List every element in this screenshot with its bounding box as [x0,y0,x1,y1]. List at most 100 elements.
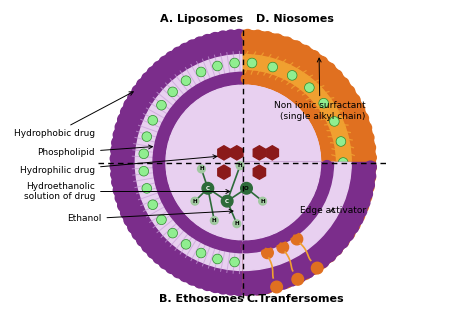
Circle shape [305,208,315,218]
Circle shape [305,107,315,117]
Circle shape [353,103,365,115]
Text: Edge activator: Edge activator [300,206,366,215]
Text: H: H [192,199,197,204]
Circle shape [184,94,194,103]
Circle shape [158,134,168,143]
Circle shape [156,215,166,225]
Circle shape [310,261,322,273]
Wedge shape [243,55,351,270]
Circle shape [249,241,258,251]
Circle shape [313,196,323,206]
Wedge shape [153,72,243,253]
Circle shape [302,266,314,278]
Circle shape [291,233,303,245]
Circle shape [217,282,229,294]
Circle shape [251,283,263,295]
Circle shape [348,94,360,106]
Circle shape [179,217,189,227]
Circle shape [348,219,360,231]
Circle shape [161,127,170,137]
Circle shape [225,30,237,42]
Circle shape [263,238,273,247]
Circle shape [262,282,273,293]
Text: Hydrophobic drug: Hydrophobic drug [14,92,133,138]
Circle shape [242,284,254,295]
Circle shape [201,279,213,291]
Circle shape [259,197,266,205]
Circle shape [300,101,310,111]
Circle shape [266,78,275,88]
Circle shape [124,214,136,226]
Wedge shape [243,85,320,240]
Circle shape [148,200,157,210]
Circle shape [147,247,159,258]
Text: B. Ethosomes: B. Ethosomes [159,294,244,304]
Circle shape [155,168,165,178]
Circle shape [322,161,332,170]
Text: H: H [199,166,204,172]
Circle shape [173,266,184,278]
Circle shape [230,58,239,68]
Text: Hydroethanolic
solution of drug: Hydroethanolic solution of drug [24,182,230,201]
Circle shape [158,182,168,191]
Circle shape [139,166,149,176]
Circle shape [343,86,355,97]
Circle shape [287,245,297,254]
Circle shape [319,137,329,147]
Circle shape [168,87,177,97]
Circle shape [242,284,254,295]
Circle shape [316,189,326,199]
Text: A. Liposomes: A. Liposomes [160,14,243,24]
Wedge shape [243,162,375,294]
Circle shape [181,240,191,249]
Wedge shape [243,162,335,254]
Circle shape [242,30,254,41]
Circle shape [161,188,170,198]
Circle shape [120,106,132,118]
Circle shape [331,243,342,255]
Circle shape [155,147,165,157]
Circle shape [163,195,173,204]
Circle shape [314,194,324,203]
Circle shape [287,71,297,80]
Circle shape [241,74,251,84]
Circle shape [166,201,176,210]
Circle shape [217,31,229,43]
Circle shape [111,145,122,156]
Circle shape [288,226,298,235]
Circle shape [142,241,154,252]
Circle shape [166,52,177,63]
Circle shape [358,197,370,208]
Circle shape [273,234,283,243]
Circle shape [258,239,267,249]
Circle shape [294,270,306,282]
Circle shape [277,241,289,253]
Circle shape [173,47,184,59]
Circle shape [311,262,323,274]
Text: H: H [212,218,217,223]
Circle shape [300,268,311,280]
Circle shape [316,257,328,268]
Circle shape [363,179,374,191]
Circle shape [319,182,328,192]
Circle shape [110,161,122,172]
Text: H: H [260,199,265,204]
Circle shape [201,34,213,46]
Wedge shape [136,55,243,270]
Circle shape [250,241,259,250]
Circle shape [360,122,372,134]
Circle shape [322,162,332,172]
Circle shape [111,169,122,180]
Circle shape [365,152,376,163]
Circle shape [137,235,148,246]
Circle shape [159,56,171,68]
Circle shape [113,184,125,196]
Circle shape [166,85,320,240]
Circle shape [300,214,310,224]
Circle shape [300,46,311,57]
Circle shape [153,61,165,73]
Circle shape [258,76,267,86]
Circle shape [324,250,336,261]
Circle shape [215,77,225,87]
Circle shape [364,172,375,183]
